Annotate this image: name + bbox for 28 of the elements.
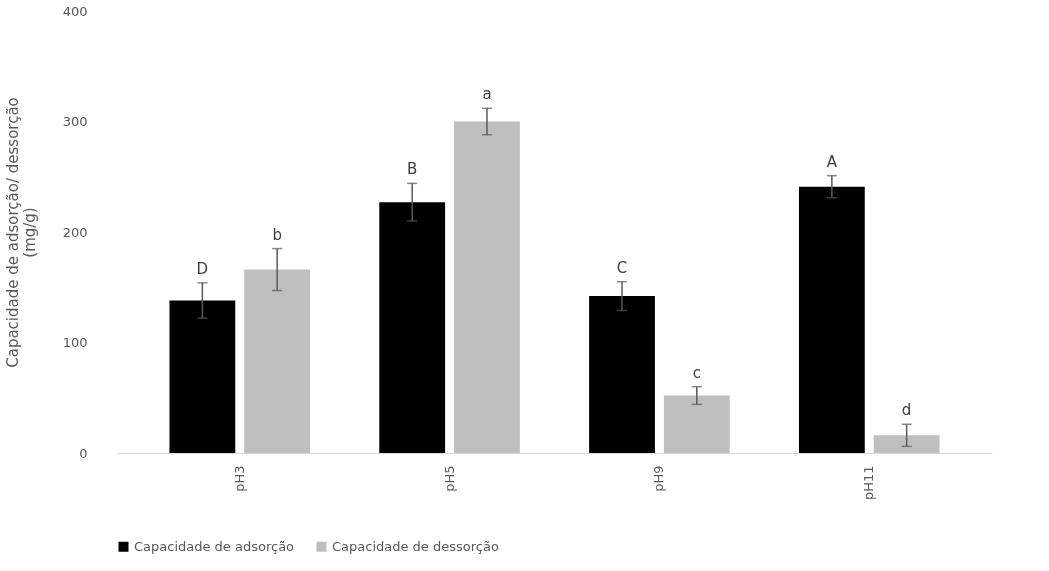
y-tick-label: 0 xyxy=(79,445,88,461)
data-label: D xyxy=(196,259,209,278)
data-label: B xyxy=(407,160,418,179)
data-label: d xyxy=(901,401,912,420)
data-label: c xyxy=(692,363,701,382)
bar xyxy=(663,395,730,453)
bar xyxy=(454,121,520,453)
data-label: C xyxy=(616,258,628,277)
x-tick-label: pH5 xyxy=(441,465,457,492)
y-tick-label: 400 xyxy=(62,3,88,19)
data-label: a xyxy=(482,85,492,104)
y-axis-title: Capacidade de adsorção/ dessorção (mg/g) xyxy=(3,97,39,368)
bar xyxy=(798,186,865,453)
y-tick-label: 300 xyxy=(62,114,88,129)
x-tick-label: pH3 xyxy=(231,465,247,492)
data-label: b xyxy=(272,225,282,244)
bar xyxy=(873,435,940,453)
legend-label: Capacidade de adsorção xyxy=(134,538,295,554)
y-tick-label: 200 xyxy=(62,224,88,240)
bar xyxy=(379,202,446,453)
legend-label: Capacidade de dessorção xyxy=(332,538,499,554)
bar xyxy=(169,300,236,453)
data-label: A xyxy=(826,152,838,171)
bar xyxy=(589,296,655,453)
bar xyxy=(244,269,311,453)
x-tick-label: pH9 xyxy=(651,465,667,492)
x-tick-label: pH11 xyxy=(861,465,877,501)
y-tick-label: 100 xyxy=(62,335,88,350)
